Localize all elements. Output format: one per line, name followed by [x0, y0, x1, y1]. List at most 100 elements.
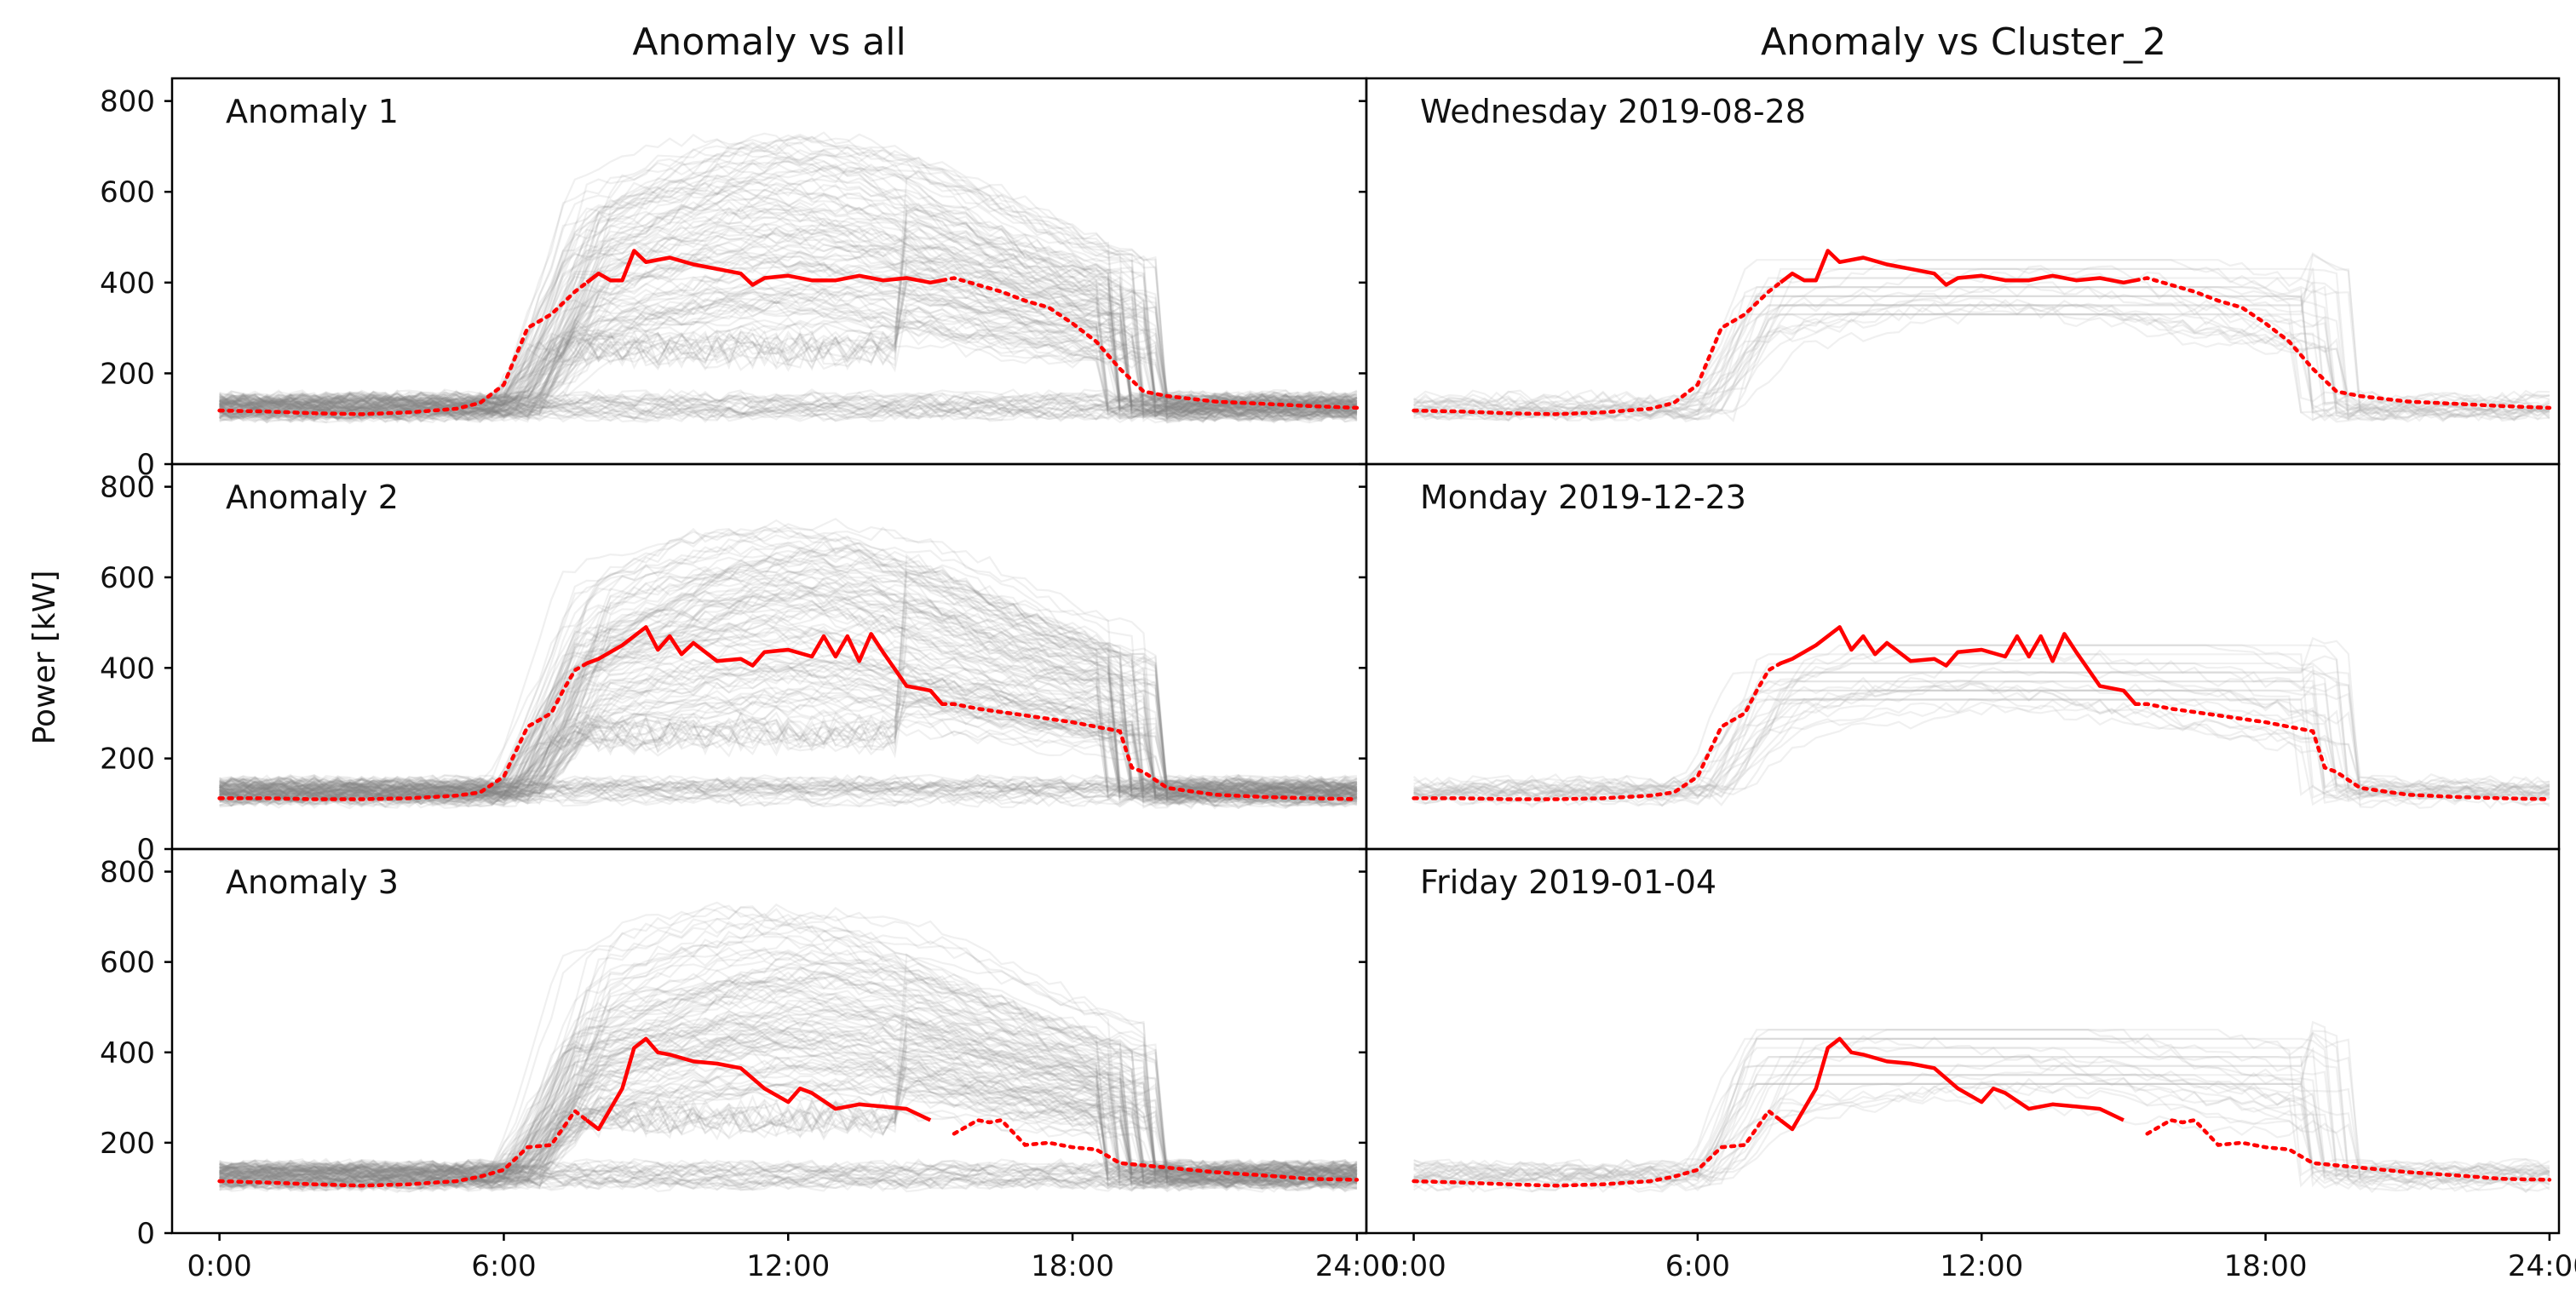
background-profiles: [218, 518, 1358, 810]
background-profile-line: [218, 277, 1358, 421]
background-profile-line: [219, 202, 1357, 422]
anomaly-line-dotted: [1412, 280, 1783, 416]
background-profile-line: [218, 526, 1358, 795]
x-tick-label: 12:00: [746, 1249, 830, 1283]
background-profile-line: [219, 1053, 1358, 1191]
background-profile-line: [219, 627, 1358, 800]
background-profile-line: [219, 548, 1358, 808]
background-profile-line: [1412, 680, 2550, 805]
background-profile-line: [219, 525, 1358, 794]
background-profile-line: [219, 695, 1358, 796]
background-profile-line: [219, 263, 1358, 412]
background-profile-line: [219, 403, 1358, 420]
background-profile-line: [219, 297, 1358, 423]
background-profile-line: [218, 999, 1358, 1177]
background-profile-line: [219, 1159, 1357, 1175]
background-profile-line: [219, 677, 1358, 806]
background-profile-line: [219, 1036, 1358, 1179]
background-profile-line: [219, 967, 1358, 1176]
background-profile-line: [1412, 1083, 2550, 1183]
background-profile-line: [219, 577, 1358, 802]
background-profile-line: [219, 1167, 1358, 1184]
anomaly-line-solid: [1779, 1036, 2125, 1132]
background-profile-line: [1413, 689, 2550, 793]
background-profile-line: [218, 904, 1358, 1191]
background-profile-line: [219, 1174, 1358, 1191]
y-tick-label: 800: [100, 856, 155, 890]
x-tick-label: 18:00: [2224, 1249, 2308, 1283]
background-profile-line: [218, 1164, 1358, 1180]
background-profile-line: [1413, 1029, 2550, 1188]
background-profile-line: [218, 1000, 1358, 1173]
background-profiles: [218, 131, 1358, 425]
background-profile-line: [219, 135, 1358, 407]
background-profile-line: [219, 553, 1358, 801]
background-profile-line: [219, 938, 1358, 1189]
background-profile-line: [219, 134, 1358, 416]
background-profile-line: [219, 926, 1357, 1177]
background-profile-line: [219, 976, 1358, 1191]
background-profile-line: [219, 244, 1358, 408]
background-profile-line: [1413, 662, 2550, 790]
background-profile-line: [219, 987, 1358, 1191]
y-tick-label: 200: [100, 357, 155, 391]
anomaly-line-dotted: [940, 276, 1360, 410]
background-profile-line: [219, 1009, 1358, 1192]
anomaly-line-dotted: [940, 702, 1360, 801]
background-profile-line: [219, 773, 1358, 790]
background-profile-line: [219, 148, 1358, 406]
background-profile-line: [219, 559, 1357, 806]
anomaly-line-solid: [1779, 249, 2136, 287]
y-tick-label: 200: [100, 1127, 155, 1161]
background-profile-line: [219, 160, 1358, 414]
background-profile-line: [1413, 667, 2550, 799]
panel-label-anomaly: Anomaly 1: [226, 93, 399, 130]
anomaly-line-dotted: [217, 661, 589, 801]
anomaly-line-dotted: [217, 1108, 589, 1188]
background-profile-line: [219, 542, 1358, 792]
background-profile-line: [218, 160, 1357, 419]
background-profile-line: [218, 666, 1358, 798]
panel-label-date: Monday 2019-12-23: [1420, 479, 1746, 516]
background-profile-line: [1413, 1035, 2550, 1182]
background-profile-line: [1413, 653, 2550, 800]
background-profile-line: [218, 319, 1358, 411]
background-profile-line: [219, 232, 1358, 410]
background-profile-line: [219, 691, 1358, 795]
background-profile-line: [219, 1094, 1358, 1175]
background-profile-line: [219, 655, 1358, 800]
background-profile-line: [218, 623, 1358, 791]
background-profile-line: [219, 780, 1358, 796]
background-profile-line: [219, 1041, 1358, 1179]
y-tick-label: 0: [136, 1217, 155, 1251]
background-profile-line: [219, 150, 1358, 423]
background-profile-line: [219, 956, 1358, 1185]
background-profile-line: [219, 1077, 1358, 1191]
background-profile-line: [1413, 267, 2550, 423]
background-profile-line: [219, 1036, 1358, 1178]
background-profile-line: [1413, 649, 2550, 800]
background-profile-line: [218, 186, 1358, 410]
background-profile-line: [1413, 1074, 2550, 1184]
background-profile-line: [1413, 298, 2550, 407]
background-profile-line: [218, 980, 1358, 1190]
background-profile-line: [219, 548, 1358, 807]
background-profile-line: [1413, 644, 2550, 799]
panel-1-all: 0 200 400 600 800 Anomaly 1: [100, 77, 1368, 482]
background-profile-line: [219, 688, 1357, 803]
background-profile-line: [218, 1173, 1358, 1191]
background-profiles: [1412, 1020, 2550, 1194]
panel-label-anomaly: Anomaly 2: [226, 479, 399, 516]
background-profile-line: [218, 526, 1357, 793]
background-profile-line: [218, 1162, 1358, 1179]
background-profile-line: [219, 783, 1358, 800]
background-profile-line: [1412, 653, 2550, 800]
background-profile-line: [219, 682, 1358, 800]
anomaly-line-dotted: [217, 280, 589, 416]
background-profile-line: [219, 286, 1357, 415]
y-tick-label: 600: [100, 175, 155, 209]
background-profile-line: [219, 273, 1358, 412]
background-profile-line: [1413, 1037, 2550, 1174]
y-tick-label: 0: [136, 833, 155, 867]
